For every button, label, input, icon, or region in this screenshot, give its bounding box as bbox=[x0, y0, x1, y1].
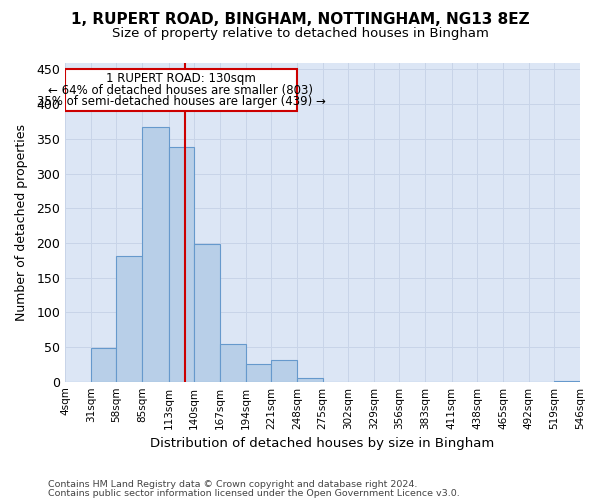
Bar bbox=[116, 256, 142, 382]
Bar bbox=[142, 127, 169, 382]
Text: 1, RUPERT ROAD, BINGHAM, NOTTINGHAM, NG13 8EZ: 1, RUPERT ROAD, BINGHAM, NOTTINGHAM, NG1… bbox=[71, 12, 529, 28]
Text: Size of property relative to detached houses in Bingham: Size of property relative to detached ho… bbox=[112, 28, 488, 40]
Y-axis label: Number of detached properties: Number of detached properties bbox=[15, 124, 28, 320]
X-axis label: Distribution of detached houses by size in Bingham: Distribution of detached houses by size … bbox=[151, 437, 494, 450]
Bar bbox=[554, 381, 580, 382]
FancyBboxPatch shape bbox=[65, 70, 297, 111]
Text: Contains public sector information licensed under the Open Government Licence v3: Contains public sector information licen… bbox=[48, 488, 460, 498]
Bar bbox=[91, 348, 116, 382]
Text: ← 64% of detached houses are smaller (803): ← 64% of detached houses are smaller (80… bbox=[49, 84, 313, 97]
Bar bbox=[194, 244, 220, 382]
Text: Contains HM Land Registry data © Crown copyright and database right 2024.: Contains HM Land Registry data © Crown c… bbox=[48, 480, 418, 489]
Bar bbox=[220, 344, 245, 382]
Text: 1 RUPERT ROAD: 130sqm: 1 RUPERT ROAD: 130sqm bbox=[106, 72, 256, 85]
Bar bbox=[271, 360, 297, 382]
Bar bbox=[297, 378, 323, 382]
Bar bbox=[245, 364, 271, 382]
Text: 35% of semi-detached houses are larger (439) →: 35% of semi-detached houses are larger (… bbox=[37, 96, 325, 108]
Bar bbox=[169, 147, 194, 382]
